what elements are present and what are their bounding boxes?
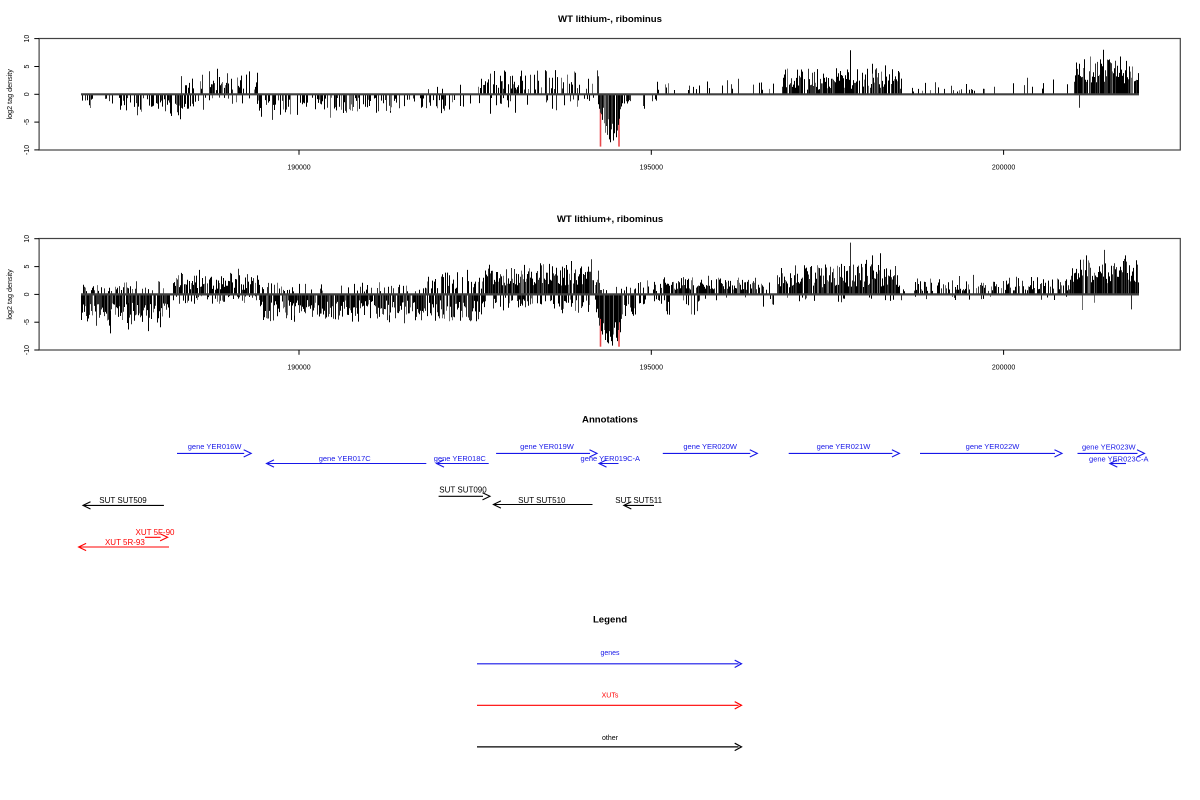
svg-text:195000: 195000 (640, 365, 663, 372)
svg-text:0: 0 (24, 92, 31, 96)
svg-text:10: 10 (24, 35, 31, 43)
svg-text:gene YER021W: gene YER021W (817, 442, 872, 451)
svg-text:XUTs: XUTs (602, 693, 619, 700)
svg-text:other: other (602, 735, 619, 742)
svg-text:gene YER019W: gene YER019W (520, 442, 575, 451)
svg-text:gene YER018C: gene YER018C (434, 454, 487, 463)
svg-text:XUT 5R-93: XUT 5R-93 (105, 538, 145, 547)
svg-text:SUT SUT090: SUT SUT090 (439, 486, 487, 495)
svg-text:195000: 195000 (640, 165, 663, 172)
svg-text:190000: 190000 (287, 365, 310, 372)
svg-text:-5: -5 (24, 319, 31, 325)
svg-text:log2 tag density: log2 tag density (5, 269, 14, 320)
svg-text:WT lithium-, ribominus: WT lithium-, ribominus (558, 14, 662, 25)
svg-text:SUT SUT509: SUT SUT509 (99, 496, 147, 505)
svg-text:-10: -10 (24, 345, 31, 355)
svg-text:0: 0 (24, 292, 31, 296)
svg-text:Annotations: Annotations (582, 414, 638, 425)
svg-text:gene YER016W: gene YER016W (188, 442, 243, 451)
svg-text:10: 10 (24, 235, 31, 243)
svg-text:log2 tag density: log2 tag density (5, 69, 14, 120)
svg-text:-5: -5 (24, 119, 31, 125)
svg-text:XUT 5F-90: XUT 5F-90 (136, 528, 176, 537)
svg-text:gene YER023C-A: gene YER023C-A (1089, 455, 1148, 464)
svg-text:gene YER022W: gene YER022W (966, 442, 1021, 451)
svg-text:gene YER020W: gene YER020W (683, 442, 738, 451)
svg-text:WT lithium+, ribominus: WT lithium+, ribominus (557, 214, 663, 225)
svg-text:5: 5 (24, 64, 31, 68)
svg-text:200000: 200000 (992, 365, 1015, 372)
svg-text:gene YER019C-A: gene YER019C-A (581, 454, 640, 463)
svg-text:genes: genes (600, 650, 620, 657)
svg-text:-10: -10 (24, 145, 31, 155)
svg-text:Legend: Legend (593, 615, 627, 626)
svg-text:200000: 200000 (992, 165, 1015, 172)
svg-text:gene YER017C: gene YER017C (319, 454, 372, 463)
svg-text:gene YER023W: gene YER023W (1082, 443, 1137, 452)
svg-text:SUT SUT510: SUT SUT510 (518, 496, 566, 505)
svg-text:5: 5 (24, 265, 31, 269)
svg-text:190000: 190000 (287, 165, 310, 172)
svg-text:SUT SUT511: SUT SUT511 (615, 496, 662, 505)
